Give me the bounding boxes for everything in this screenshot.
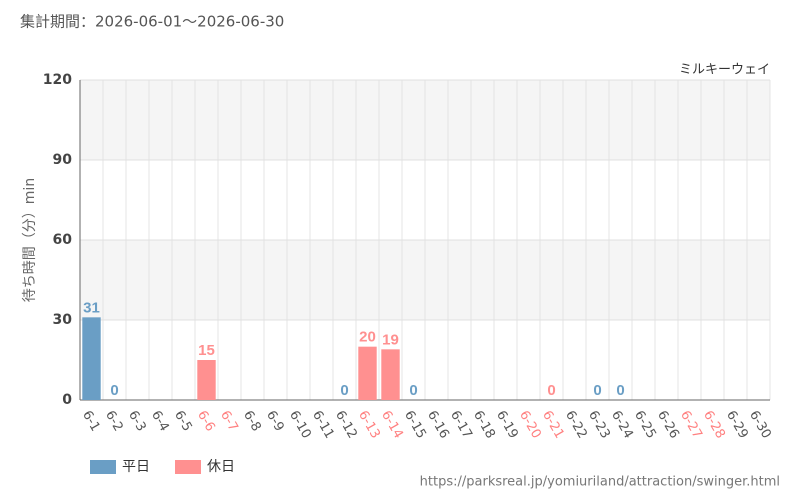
chart-title: 集計期間：2026-06-01～2026-06-30 bbox=[20, 13, 284, 31]
value-label: 31 bbox=[83, 299, 100, 316]
x-tick-label: 6-17 bbox=[447, 408, 475, 441]
x-tick-label: 6-10 bbox=[286, 408, 314, 441]
y-axis-label: 待ち時間（分）min bbox=[22, 178, 38, 302]
value-label: 0 bbox=[340, 382, 348, 399]
x-tick-label: 6-3 bbox=[125, 408, 149, 434]
value-label: 15 bbox=[198, 342, 215, 359]
x-tick-label: 6-1 bbox=[79, 408, 103, 434]
x-tick-label: 6-28 bbox=[700, 408, 728, 441]
x-tick-label: 6-29 bbox=[723, 408, 751, 441]
bar bbox=[358, 346, 377, 400]
x-tick-label: 6-4 bbox=[148, 408, 172, 434]
x-tick-label: 6-21 bbox=[539, 408, 567, 441]
x-tick-label: 6-24 bbox=[608, 408, 636, 441]
x-tick-label: 6-8 bbox=[240, 408, 264, 434]
value-label: 0 bbox=[616, 382, 624, 399]
x-tick-label: 6-14 bbox=[378, 408, 406, 441]
value-label: 0 bbox=[110, 382, 118, 399]
y-tick-label: 30 bbox=[53, 312, 73, 328]
x-tick-label: 6-15 bbox=[401, 408, 429, 441]
x-tick-label: 6-2 bbox=[102, 408, 126, 434]
value-label: 0 bbox=[547, 382, 555, 399]
x-tick-label: 6-16 bbox=[424, 408, 452, 441]
x-tick-label: 6-7 bbox=[217, 408, 241, 434]
y-tick-label: 90 bbox=[53, 152, 73, 168]
legend-label: 平日 bbox=[122, 459, 150, 475]
x-tick-label: 6-13 bbox=[355, 408, 383, 441]
value-label: 0 bbox=[593, 382, 601, 399]
legend-label: 休日 bbox=[207, 459, 235, 475]
value-label: 20 bbox=[359, 329, 376, 346]
x-tick-label: 6-11 bbox=[309, 408, 337, 441]
x-tick-label: 6-9 bbox=[263, 408, 287, 434]
chart-subtitle: ミルキーウェイ bbox=[679, 63, 770, 78]
value-label: 0 bbox=[409, 382, 417, 399]
x-tick-label: 6-25 bbox=[631, 408, 659, 441]
source-url: https://parksreal.jp/yomiuriland/attract… bbox=[420, 475, 780, 490]
legend-swatch bbox=[90, 460, 116, 474]
y-tick-label: 60 bbox=[53, 232, 73, 248]
bar bbox=[197, 360, 216, 400]
x-tick-label: 6-30 bbox=[746, 408, 774, 441]
x-tick-label: 6-26 bbox=[654, 408, 682, 441]
legend-swatch bbox=[175, 460, 201, 474]
x-tick-label: 6-19 bbox=[493, 408, 521, 441]
x-tick-label: 6-5 bbox=[171, 408, 195, 434]
x-tick-label: 6-6 bbox=[194, 408, 218, 434]
bar bbox=[82, 317, 101, 400]
x-tick-label: 6-27 bbox=[677, 408, 705, 441]
x-tick-label: 6-18 bbox=[470, 408, 498, 441]
bar bbox=[381, 349, 400, 400]
y-tick-label: 0 bbox=[62, 392, 72, 408]
x-tick-label: 6-12 bbox=[332, 408, 360, 441]
value-label: 19 bbox=[382, 331, 399, 348]
x-tick-label: 6-20 bbox=[516, 408, 544, 441]
x-tick-label: 6-22 bbox=[562, 408, 590, 441]
x-tick-label: 6-23 bbox=[585, 408, 613, 441]
y-tick-label: 120 bbox=[43, 72, 72, 88]
